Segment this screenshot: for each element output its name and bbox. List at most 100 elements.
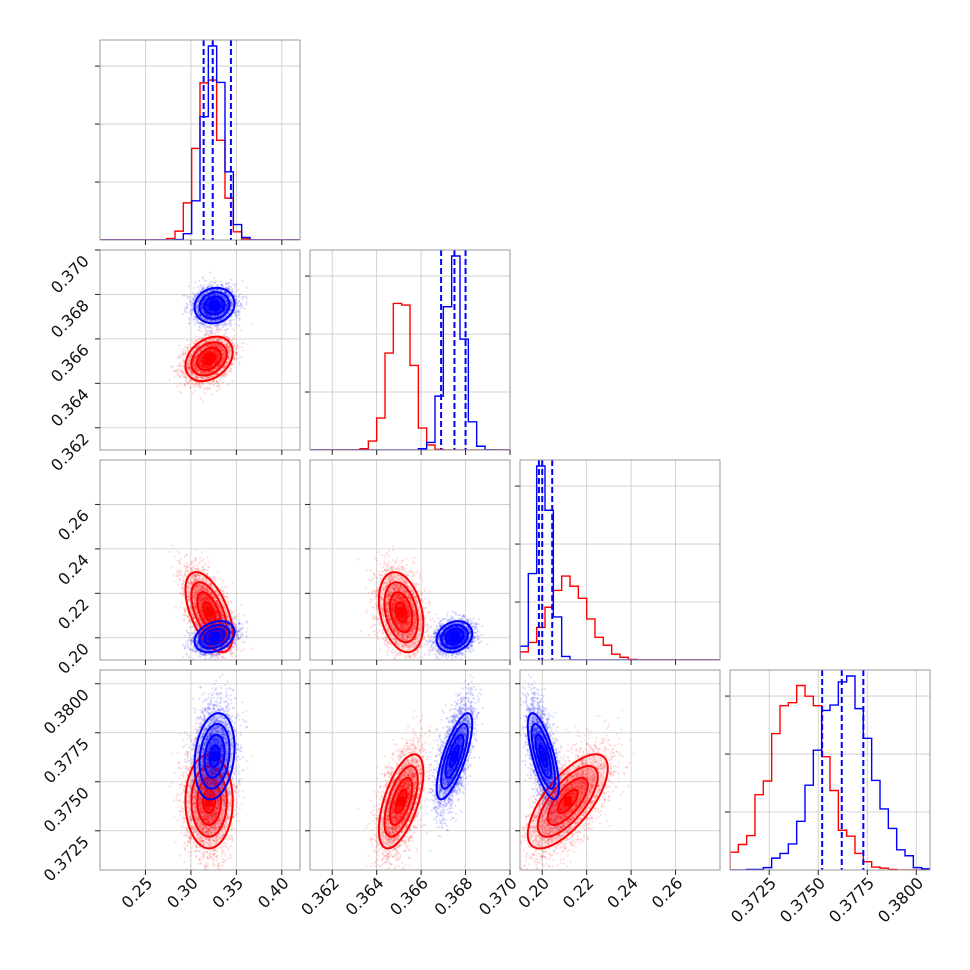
- point: [223, 373, 226, 376]
- point: [203, 365, 206, 369]
- point: [199, 359, 202, 362]
- point: [221, 353, 224, 356]
- point: [212, 311, 215, 314]
- point: [240, 345, 243, 348]
- point: [206, 366, 209, 370]
- point: [196, 369, 199, 373]
- point: [198, 362, 201, 365]
- point: [194, 368, 197, 371]
- point: [186, 379, 189, 382]
- point: [199, 359, 202, 362]
- point: [218, 365, 221, 368]
- point: [195, 366, 198, 369]
- point: [225, 343, 228, 346]
- point: [227, 282, 230, 285]
- point: [198, 362, 201, 365]
- point: [226, 373, 229, 377]
- point: [187, 381, 190, 384]
- point: [213, 348, 216, 351]
- point: [227, 349, 230, 352]
- point: [216, 359, 219, 362]
- point: [205, 366, 208, 369]
- point: [227, 346, 231, 349]
- point: [216, 329, 219, 332]
- point: [191, 374, 194, 377]
- point: [220, 348, 223, 351]
- point: [195, 369, 198, 372]
- point: [203, 341, 206, 344]
- point: [224, 332, 227, 335]
- point: [220, 303, 224, 306]
- point: [216, 353, 219, 356]
- point: [212, 298, 216, 301]
- point: [197, 322, 200, 325]
- point: [211, 310, 214, 313]
- point: [193, 363, 197, 366]
- point: [205, 370, 208, 373]
- point: [209, 349, 212, 352]
- point: [206, 296, 209, 299]
- point: [204, 366, 207, 369]
- point: [201, 364, 204, 367]
- point: [206, 344, 209, 347]
- point: [187, 359, 190, 362]
- point: [183, 376, 186, 379]
- point: [221, 352, 225, 356]
- point: [226, 343, 229, 346]
- point: [228, 321, 231, 324]
- point: [213, 324, 216, 327]
- point: [224, 291, 227, 294]
- point: [191, 372, 194, 375]
- point: [201, 376, 204, 379]
- point: [242, 349, 245, 352]
- point: [196, 304, 199, 307]
- point: [206, 344, 209, 347]
- point: [216, 332, 219, 335]
- point: [214, 362, 217, 365]
- point: [208, 375, 211, 378]
- point: [216, 353, 219, 356]
- point: [202, 371, 205, 374]
- point: [193, 298, 196, 301]
- point: [199, 356, 202, 359]
- point: [220, 304, 223, 307]
- point: [213, 311, 216, 314]
- point: [208, 364, 211, 368]
- point: [209, 327, 212, 330]
- point: [196, 309, 199, 312]
- point: [215, 360, 218, 363]
- point: [198, 359, 201, 362]
- point: [197, 345, 200, 348]
- point: [222, 351, 225, 355]
- point: [229, 321, 232, 324]
- point: [206, 371, 209, 375]
- point: [207, 315, 210, 318]
- point: [195, 355, 198, 358]
- point: [184, 376, 187, 379]
- point: [220, 347, 223, 350]
- point: [223, 356, 226, 359]
- point: [201, 275, 204, 278]
- point: [206, 366, 209, 370]
- point: [193, 363, 196, 366]
- point: [186, 362, 189, 365]
- point: [234, 356, 237, 360]
- point: [204, 340, 207, 343]
- point: [208, 314, 211, 317]
- point: [203, 292, 206, 295]
- point: [206, 366, 209, 369]
- point: [208, 315, 211, 318]
- point: [215, 380, 218, 383]
- point: [204, 371, 207, 374]
- point: [215, 353, 218, 356]
- point: [186, 347, 189, 351]
- point: [203, 367, 206, 370]
- point: [238, 294, 241, 297]
- point: [206, 364, 209, 368]
- point: [207, 371, 210, 374]
- point: [216, 350, 219, 354]
- point: [213, 351, 216, 354]
- point: [174, 369, 177, 372]
- point: [216, 345, 219, 348]
- point: [201, 304, 204, 307]
